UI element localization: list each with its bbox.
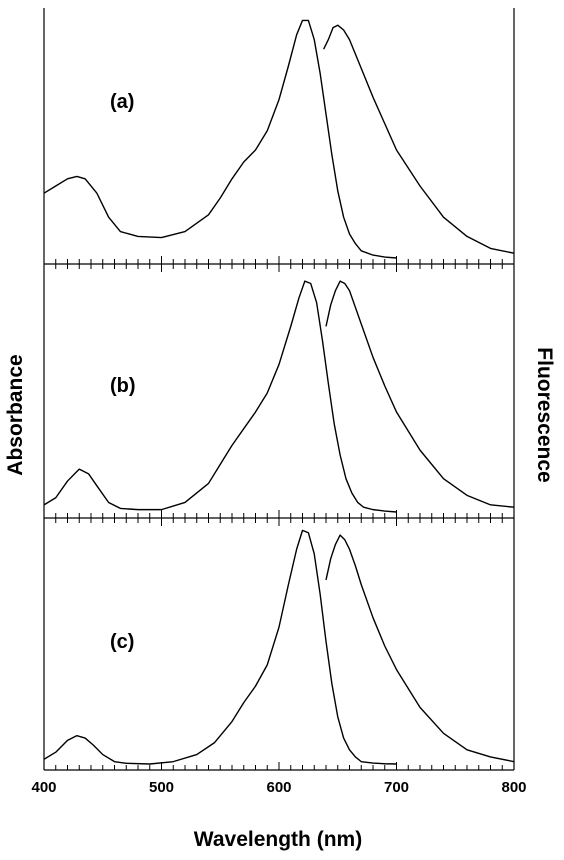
- fluorescence-curve: [325, 534, 515, 763]
- x-tick-label: 400: [31, 779, 56, 796]
- panel-2: (b): [43, 264, 515, 526]
- panel-3: (c): [43, 518, 515, 771]
- absorbance-curve: [43, 529, 397, 765]
- absorbance-curve: [43, 280, 397, 513]
- y-axis-title-right: Fluorescence: [533, 347, 556, 482]
- x-tick-label: 700: [384, 779, 409, 796]
- panels: (a) (b) (c): [43, 8, 515, 771]
- x-tick-labels: 400 500 600 700 800: [31, 779, 526, 796]
- panel-label: (b): [110, 375, 136, 397]
- x-tick-label: 800: [501, 779, 526, 796]
- panel-label: (a): [110, 91, 134, 113]
- y-axis-title-left: Absorbance: [4, 354, 27, 475]
- x-axis-title: Wavelength (nm): [194, 828, 362, 851]
- x-tick-label: 500: [149, 779, 174, 796]
- x-tick-label: 600: [266, 779, 291, 796]
- fluorescence-curve: [323, 24, 515, 254]
- fluorescence-curve: [325, 280, 515, 508]
- panel-1: (a): [43, 8, 515, 272]
- absorbance-curve: [43, 19, 397, 259]
- panel-label: (c): [110, 631, 134, 653]
